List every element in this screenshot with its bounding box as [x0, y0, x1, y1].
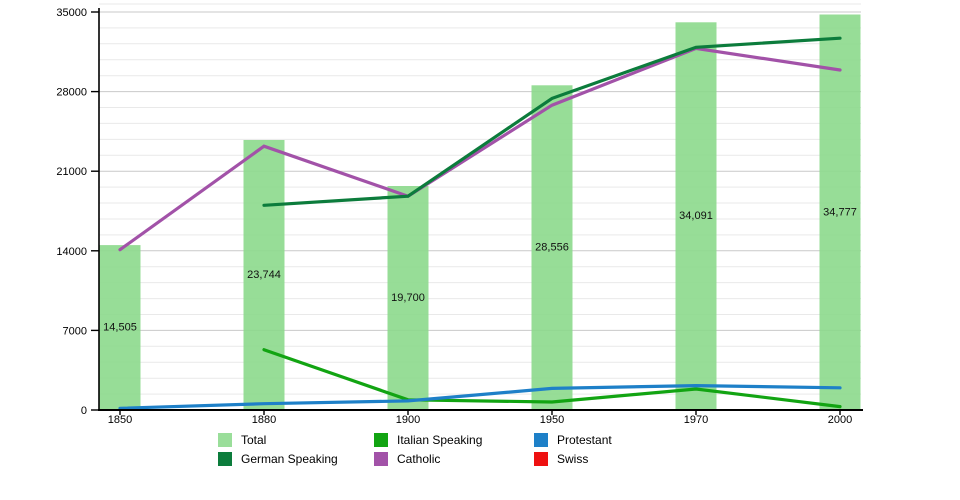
chart-legend: Total German Speaking Italian Speaking Cath…: [218, 431, 684, 467]
line-catholic: [118, 46, 842, 252]
legend-swatch: [218, 451, 232, 466]
legend-item-total: Total: [218, 431, 374, 448]
bar-value-label: 34,777: [823, 206, 857, 218]
bar-1900: [387, 186, 429, 410]
line-protestant: [118, 383, 842, 410]
plot-area: 14,505 23,744 19,700 28,556 34,091 34,777 0 700…: [56, 3, 863, 426]
legend-label: Swiss: [557, 451, 589, 466]
bar-1970: [675, 22, 717, 411]
x-tick-label: 1970: [684, 414, 708, 426]
line-german-speaking: [262, 36, 842, 207]
legend-item-protestant: Protestant: [534, 431, 684, 448]
legend-item-german-speaking: German Speaking: [218, 450, 374, 467]
bar-value-label: 19,700: [391, 292, 425, 304]
bar-value-label: 14,505: [103, 322, 137, 334]
y-tick-label: 0: [81, 405, 87, 417]
y-tick-label: 7000: [63, 325, 87, 337]
bar-value-label: 34,091: [679, 210, 713, 222]
bar-1850: [99, 245, 141, 410]
bar-value-label: 28,556: [535, 242, 569, 254]
x-tick-label: 1850: [108, 414, 132, 426]
x-tick-label: 1900: [396, 414, 420, 426]
y-tick-label: 14000: [56, 246, 87, 258]
legend-swatch: [374, 451, 388, 466]
legend-item-italian-speaking: Italian Speaking: [374, 431, 534, 448]
bar-2000: [819, 14, 861, 410]
x-tick-label: 1880: [252, 414, 276, 426]
legend-label: Protestant: [557, 432, 612, 447]
legend-swatch: [218, 432, 232, 447]
legend-label: Catholic: [397, 451, 441, 466]
legend-swatch: [534, 432, 548, 447]
legend-label: German Speaking: [241, 451, 338, 466]
legend-item-swiss: Swiss: [534, 450, 684, 467]
bar-1880: [243, 140, 285, 410]
legend-label: Total: [241, 432, 267, 447]
x-tick-label: 2000: [828, 414, 852, 426]
x-tick-label: 1950: [540, 414, 564, 426]
y-tick-label: 28000: [56, 87, 87, 99]
legend-swatch: [534, 451, 548, 466]
bar-1950: [531, 85, 573, 411]
legend-swatch: [374, 432, 388, 447]
line-italian-speaking: [262, 348, 842, 409]
legend-item-catholic: Catholic: [374, 450, 534, 467]
bar-value-label: 23,744: [247, 269, 281, 281]
y-tick-label: 21000: [56, 166, 87, 178]
legend-label: Italian Speaking: [397, 432, 483, 447]
y-tick-label: 35000: [56, 7, 87, 19]
